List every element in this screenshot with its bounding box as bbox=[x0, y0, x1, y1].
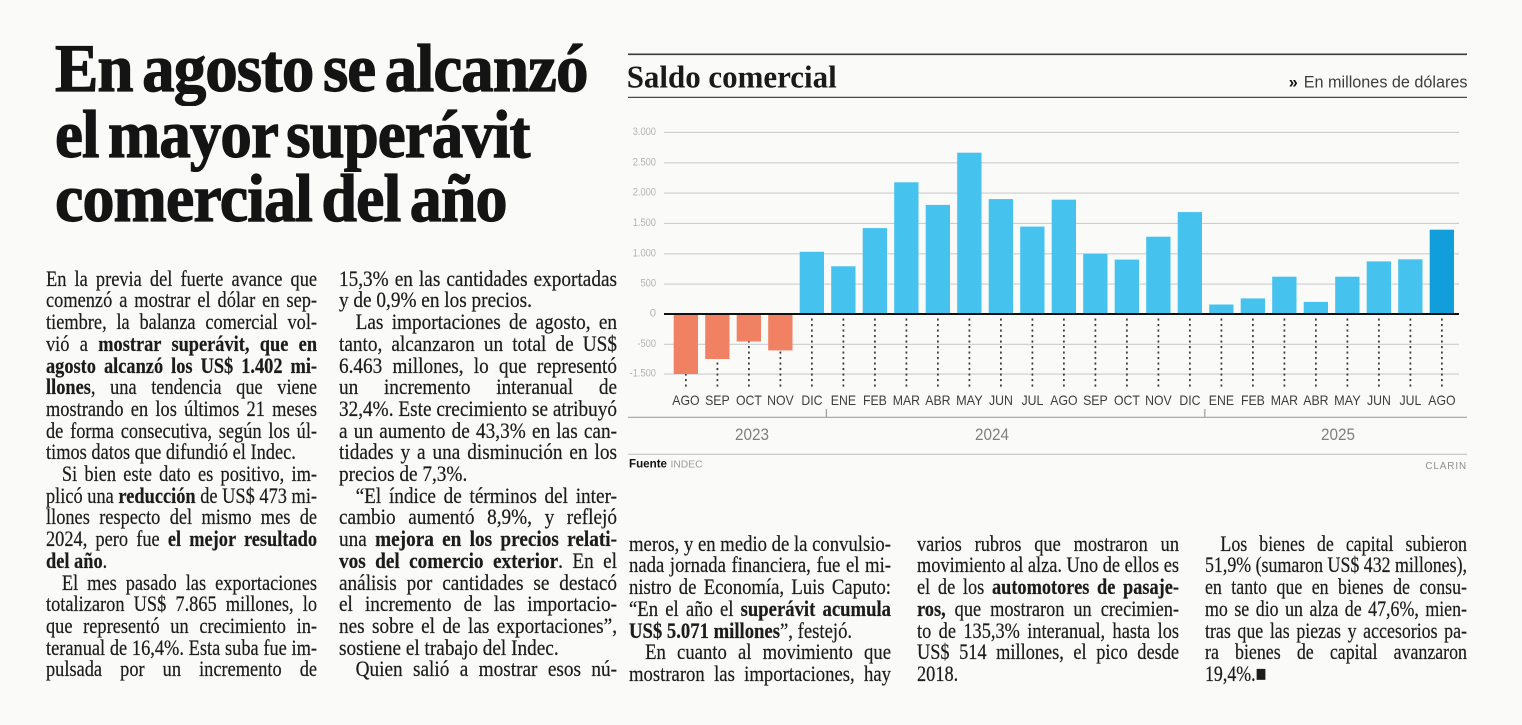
svg-text:CLARIN: CLARIN bbox=[1425, 461, 1467, 472]
svg-text:MAR: MAR bbox=[1271, 393, 1298, 408]
svg-text:SEP: SEP bbox=[705, 393, 730, 408]
svg-text:2024: 2024 bbox=[975, 425, 1009, 444]
svg-text:2.500: 2.500 bbox=[633, 156, 656, 168]
svg-text:0: 0 bbox=[650, 308, 656, 320]
svg-text:2.000: 2.000 bbox=[633, 187, 656, 199]
svg-text:ENE: ENE bbox=[1209, 393, 1234, 408]
svg-text:1.000: 1.000 bbox=[633, 247, 656, 259]
svg-text:JUL: JUL bbox=[1400, 393, 1422, 408]
svg-text:Fuente: Fuente bbox=[629, 458, 668, 471]
svg-text:FEB: FEB bbox=[1241, 393, 1265, 408]
svg-text:MAY: MAY bbox=[1334, 393, 1361, 408]
svg-text:ENE: ENE bbox=[831, 393, 856, 408]
svg-text:-500: -500 bbox=[637, 338, 656, 350]
svg-text:NOV: NOV bbox=[1145, 393, 1172, 408]
svg-text:INDEC: INDEC bbox=[671, 460, 704, 471]
svg-text:DIC: DIC bbox=[1179, 393, 1200, 408]
svg-text:MAR: MAR bbox=[893, 393, 920, 408]
svg-text:ABR: ABR bbox=[925, 393, 950, 408]
svg-text:MAY: MAY bbox=[956, 393, 983, 408]
svg-text:NOV: NOV bbox=[767, 393, 794, 408]
svg-text:2025: 2025 bbox=[1321, 425, 1355, 444]
svg-text:OCT: OCT bbox=[1114, 393, 1140, 408]
svg-text:AGO: AGO bbox=[1050, 393, 1078, 408]
svg-text:1.500: 1.500 bbox=[633, 217, 656, 229]
svg-text:OCT: OCT bbox=[736, 393, 762, 408]
svg-text:AGO: AGO bbox=[672, 393, 700, 408]
svg-text:JUN: JUN bbox=[1367, 393, 1391, 408]
svg-text:JUN: JUN bbox=[989, 393, 1013, 408]
svg-text:-1.500: -1.500 bbox=[630, 368, 656, 380]
svg-text:2023: 2023 bbox=[735, 425, 769, 444]
svg-text:Saldo comercial: Saldo comercial bbox=[627, 60, 837, 95]
svg-text:AGO: AGO bbox=[1428, 393, 1456, 408]
svg-text:500: 500 bbox=[641, 278, 657, 290]
svg-text:3.000: 3.000 bbox=[633, 126, 656, 138]
svg-text:FEB: FEB bbox=[863, 393, 887, 408]
svg-text:ABR: ABR bbox=[1303, 393, 1328, 408]
svg-text:SEP: SEP bbox=[1083, 393, 1108, 408]
svg-text:DIC: DIC bbox=[801, 393, 822, 408]
svg-text:JUL: JUL bbox=[1022, 393, 1044, 408]
svg-text:»En millones de dólares: » En millones de dólares bbox=[1289, 74, 1468, 92]
